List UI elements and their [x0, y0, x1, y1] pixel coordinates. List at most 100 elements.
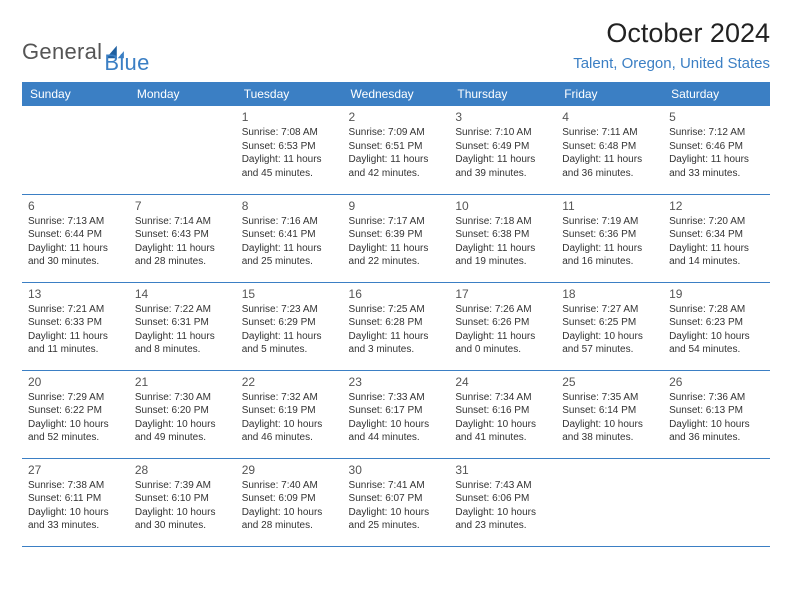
day-data: Sunrise: 7:40 AMSunset: 6:09 PMDaylight:…	[242, 479, 337, 533]
day-number: 31	[455, 463, 550, 477]
calendar-row: 27 Sunrise: 7:38 AMSunset: 6:11 PMDayligh…	[22, 458, 770, 546]
calendar-row: 6 Sunrise: 7:13 AMSunset: 6:44 PMDaylight…	[22, 194, 770, 282]
calendar-cell	[129, 106, 236, 194]
day-data: Sunrise: 7:29 AMSunset: 6:22 PMDaylight:…	[28, 391, 123, 445]
weekday-header: Friday	[556, 82, 663, 106]
calendar-cell: 21 Sunrise: 7:30 AMSunset: 6:20 PMDayligh…	[129, 370, 236, 458]
calendar-cell: 18Sunrise: 7:27 AMSunset: 6:25 PMDayligh…	[556, 282, 663, 370]
calendar-cell: 27 Sunrise: 7:38 AMSunset: 6:11 PMDayligh…	[22, 458, 129, 546]
day-data: Sunrise: 7:43 AMSunset: 6:06 PMDaylight:…	[455, 479, 550, 533]
calendar-cell: 31 Sunrise: 7:43 AMSunset: 6:06 PMDayligh…	[449, 458, 556, 546]
calendar-cell	[22, 106, 129, 194]
calendar-cell: 5Sunrise: 7:12 AMSunset: 6:46 PMDaylight…	[663, 106, 770, 194]
day-number: 30	[349, 463, 444, 477]
location-text: Talent, Oregon, United States	[573, 55, 770, 72]
calendar-cell: 3 Sunrise: 7:10 AMSunset: 6:49 PMDaylight…	[449, 106, 556, 194]
day-data: Sunrise: 7:18 AMSunset: 6:38 PMDaylight:…	[455, 215, 550, 269]
calendar-cell: 9Sunrise: 7:17 AMSunset: 6:39 PMDaylight…	[343, 194, 450, 282]
calendar-table: SundayMondayTuesdayWednesdayThursdayFrid…	[22, 82, 770, 547]
day-data: Sunrise: 7:38 AMSunset: 6:11 PMDaylight:…	[28, 479, 123, 533]
day-data: Sunrise: 7:21 AMSunset: 6:33 PMDaylight:…	[28, 303, 123, 357]
day-number: 6	[28, 199, 123, 213]
weekday-header: Thursday	[449, 82, 556, 106]
calendar-cell: 17 Sunrise: 7:26 AMSunset: 6:26 PMDayligh…	[449, 282, 556, 370]
day-number: 21	[135, 375, 230, 389]
day-data: Sunrise: 7:14 AMSunset: 6:43 PMDaylight:…	[135, 215, 230, 269]
day-number: 11	[562, 199, 657, 213]
calendar-cell: 19 Sunrise: 7:28 AMSunset: 6:23 PMDayligh…	[663, 282, 770, 370]
calendar-cell: 12Sunrise: 7:20 AMSunset: 6:34 PMDayligh…	[663, 194, 770, 282]
header: General Blue October 2024 Talent, Oregon…	[22, 18, 770, 76]
calendar-cell: 10Sunrise: 7:18 AMSunset: 6:38 PMDayligh…	[449, 194, 556, 282]
day-number: 17	[455, 287, 550, 301]
calendar-cell: 16 Sunrise: 7:25 AMSunset: 6:28 PMDayligh…	[343, 282, 450, 370]
calendar-cell: 6 Sunrise: 7:13 AMSunset: 6:44 PMDaylight…	[22, 194, 129, 282]
calendar-cell	[556, 458, 663, 546]
day-number: 24	[455, 375, 550, 389]
weekday-header: Sunday	[22, 82, 129, 106]
day-number: 28	[135, 463, 230, 477]
day-data: Sunrise: 7:35 AMSunset: 6:14 PMDaylight:…	[562, 391, 657, 445]
day-data: Sunrise: 7:19 AMSunset: 6:36 PMDaylight:…	[562, 215, 657, 269]
calendar-cell: 24Sunrise: 7:34 AMSunset: 6:16 PMDayligh…	[449, 370, 556, 458]
calendar-cell: 2 Sunrise: 7:09 AMSunset: 6:51 PMDaylight…	[343, 106, 450, 194]
title-block: October 2024 Talent, Oregon, United Stat…	[573, 18, 770, 72]
weekday-header: Saturday	[663, 82, 770, 106]
calendar-cell: 15 Sunrise: 7:23 AMSunset: 6:29 PMDayligh…	[236, 282, 343, 370]
day-number: 29	[242, 463, 337, 477]
calendar-cell: 4 Sunrise: 7:11 AMSunset: 6:48 PMDaylight…	[556, 106, 663, 194]
day-data: Sunrise: 7:25 AMSunset: 6:28 PMDaylight:…	[349, 303, 444, 357]
day-data: Sunrise: 7:11 AMSunset: 6:48 PMDaylight:…	[562, 126, 657, 180]
weekday-header: Tuesday	[236, 82, 343, 106]
brand-word-1: General	[22, 39, 102, 64]
day-number: 26	[669, 375, 764, 389]
day-number: 23	[349, 375, 444, 389]
calendar-row: 13 Sunrise: 7:21 AMSunset: 6:33 PMDayligh…	[22, 282, 770, 370]
day-data: Sunrise: 7:41 AMSunset: 6:07 PMDaylight:…	[349, 479, 444, 533]
day-data: Sunrise: 7:10 AMSunset: 6:49 PMDaylight:…	[455, 126, 550, 180]
day-data: Sunrise: 7:39 AMSunset: 6:10 PMDaylight:…	[135, 479, 230, 533]
day-number: 27	[28, 463, 123, 477]
weekday-header: Monday	[129, 82, 236, 106]
calendar-row: 1Sunrise: 7:08 AMSunset: 6:53 PMDaylight…	[22, 106, 770, 194]
calendar-cell: 22 Sunrise: 7:32 AMSunset: 6:19 PMDayligh…	[236, 370, 343, 458]
day-number: 16	[349, 287, 444, 301]
day-data: Sunrise: 7:16 AMSunset: 6:41 PMDaylight:…	[242, 215, 337, 269]
day-number: 20	[28, 375, 123, 389]
calendar-cell: 7 Sunrise: 7:14 AMSunset: 6:43 PMDaylight…	[129, 194, 236, 282]
day-data: Sunrise: 7:33 AMSunset: 6:17 PMDaylight:…	[349, 391, 444, 445]
day-data: Sunrise: 7:28 AMSunset: 6:23 PMDaylight:…	[669, 303, 764, 357]
day-data: Sunrise: 7:30 AMSunset: 6:20 PMDaylight:…	[135, 391, 230, 445]
day-number: 3	[455, 110, 550, 124]
day-number: 22	[242, 375, 337, 389]
day-data: Sunrise: 7:09 AMSunset: 6:51 PMDaylight:…	[349, 126, 444, 180]
weekday-header: Wednesday	[343, 82, 450, 106]
day-data: Sunrise: 7:26 AMSunset: 6:26 PMDaylight:…	[455, 303, 550, 357]
month-title: October 2024	[573, 18, 770, 49]
calendar-row: 20 Sunrise: 7:29 AMSunset: 6:22 PMDayligh…	[22, 370, 770, 458]
calendar-cell: 29 Sunrise: 7:40 AMSunset: 6:09 PMDayligh…	[236, 458, 343, 546]
calendar-cell: 11 Sunrise: 7:19 AMSunset: 6:36 PMDayligh…	[556, 194, 663, 282]
calendar-cell: 25 Sunrise: 7:35 AMSunset: 6:14 PMDayligh…	[556, 370, 663, 458]
day-number: 19	[669, 287, 764, 301]
day-number: 15	[242, 287, 337, 301]
calendar-body: 1Sunrise: 7:08 AMSunset: 6:53 PMDaylight…	[22, 106, 770, 546]
day-number: 25	[562, 375, 657, 389]
calendar-cell: 20 Sunrise: 7:29 AMSunset: 6:22 PMDayligh…	[22, 370, 129, 458]
brand-logo: General Blue	[22, 28, 150, 76]
calendar-cell: 28 Sunrise: 7:39 AMSunset: 6:10 PMDayligh…	[129, 458, 236, 546]
calendar-cell: 13 Sunrise: 7:21 AMSunset: 6:33 PMDayligh…	[22, 282, 129, 370]
day-data: Sunrise: 7:08 AMSunset: 6:53 PMDaylight:…	[242, 126, 337, 180]
day-data: Sunrise: 7:13 AMSunset: 6:44 PMDaylight:…	[28, 215, 123, 269]
day-number: 5	[669, 110, 764, 124]
day-number: 13	[28, 287, 123, 301]
day-data: Sunrise: 7:32 AMSunset: 6:19 PMDaylight:…	[242, 391, 337, 445]
calendar-cell: 26Sunrise: 7:36 AMSunset: 6:13 PMDayligh…	[663, 370, 770, 458]
day-data: Sunrise: 7:23 AMSunset: 6:29 PMDaylight:…	[242, 303, 337, 357]
day-number: 7	[135, 199, 230, 213]
day-number: 9	[349, 199, 444, 213]
day-number: 2	[349, 110, 444, 124]
day-data: Sunrise: 7:20 AMSunset: 6:34 PMDaylight:…	[669, 215, 764, 269]
day-number: 8	[242, 199, 337, 213]
day-number: 4	[562, 110, 657, 124]
